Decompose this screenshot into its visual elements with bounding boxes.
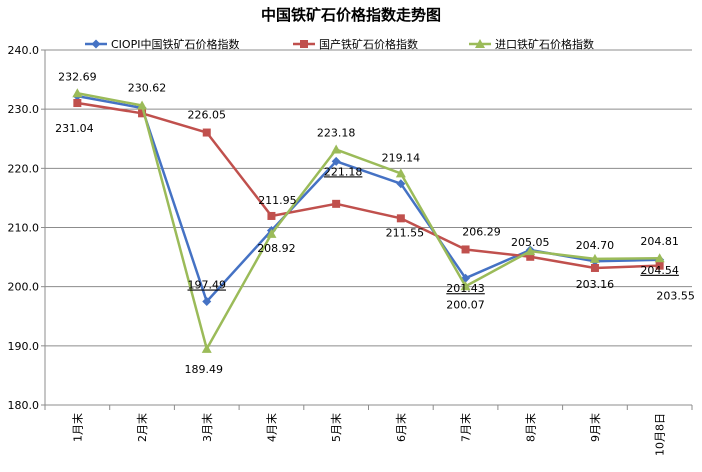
legend-label: CIOPI中国铁矿石价格指数	[111, 37, 239, 51]
legend-marker	[91, 39, 101, 49]
data-point	[395, 168, 406, 178]
data-point	[267, 211, 276, 220]
data-label: 204.54	[640, 264, 679, 277]
data-label: 203.16	[576, 278, 615, 291]
data-point	[72, 88, 83, 98]
data-label: 231.04	[55, 122, 94, 135]
series-line-1	[77, 101, 660, 270]
data-label: 221.18	[324, 165, 363, 178]
data-point	[589, 253, 600, 263]
legend: CIOPI中国铁矿石价格指数 国产铁矿石价格指数 进口铁矿石价格指数	[85, 37, 594, 51]
legend-label: 进口铁矿石价格指数	[495, 37, 594, 51]
x-tick-label: 5月末	[329, 413, 343, 442]
data-point	[137, 100, 148, 110]
legend-marker	[475, 39, 485, 48]
x-tick-label: 6月末	[394, 413, 408, 442]
data-label: 208.92	[257, 242, 296, 255]
data-point	[526, 252, 535, 261]
data-point	[396, 179, 406, 189]
data-point	[460, 281, 471, 291]
series-line-0	[77, 94, 660, 303]
chart-title: 中国铁矿石价格指数走势图	[261, 6, 441, 24]
data-label: 205.05	[511, 236, 550, 249]
x-tick-label: 1月末	[70, 413, 84, 442]
x-tick-label: 4月末	[264, 413, 278, 442]
y-tick-label: 180.0	[8, 399, 40, 412]
data-label: 200.07	[446, 298, 485, 311]
data-point	[461, 245, 470, 254]
series-line-2	[77, 92, 660, 351]
data-label: 223.18	[317, 127, 356, 140]
data-point	[73, 99, 82, 108]
legend-label: 国产铁矿石价格指数	[319, 37, 418, 51]
legend-marker	[300, 40, 308, 48]
x-tick-label: 7月末	[459, 413, 473, 442]
x-tick-label: 3月末	[200, 413, 214, 442]
data-point	[332, 199, 341, 208]
data-label: 204.81	[640, 235, 679, 248]
y-tick-label: 230.0	[8, 103, 40, 116]
data-label: 211.55	[386, 226, 425, 239]
data-label: 204.70	[576, 239, 615, 252]
data-point	[654, 253, 665, 263]
data-point	[266, 228, 277, 238]
data-point	[201, 343, 212, 353]
data-point	[590, 263, 599, 272]
y-tick-label: 210.0	[8, 222, 40, 235]
data-label: 226.05	[188, 109, 227, 122]
y-tick-label: 190.0	[8, 340, 40, 353]
data-point	[202, 128, 211, 137]
y-tick-label: 220.0	[8, 162, 40, 175]
data-label: 203.55	[656, 290, 695, 303]
data-label: 232.69	[58, 70, 97, 83]
data-point	[655, 261, 664, 270]
data-label: 197.49	[188, 279, 227, 292]
data-label: 219.14	[382, 151, 421, 164]
axes: 180.0 190.0 200.0 210.0 220.0 230.0 240.0 1月末 2月…	[8, 44, 693, 456]
y-tick-label: 200.0	[8, 281, 40, 294]
data-label: 189.49	[185, 363, 224, 376]
series-lines	[72, 88, 665, 353]
x-tick-label: 9月末	[588, 413, 602, 442]
data-labels: 197.49 221.18 201.43 204.54 231.04 226.05 211.…	[55, 70, 695, 376]
data-label: 230.62	[128, 81, 167, 94]
data-label: 206.29	[462, 225, 501, 238]
data-point	[525, 246, 536, 256]
data-point	[138, 109, 147, 118]
x-tick-label: 8月末	[523, 413, 537, 442]
data-label: 211.95	[258, 194, 297, 207]
x-tick-label: 10月8日	[654, 413, 667, 456]
data-label: 201.43	[446, 282, 485, 295]
x-tick-label: 2月末	[135, 413, 149, 442]
data-point	[331, 144, 342, 154]
data-point	[202, 297, 212, 307]
y-tick-label: 240.0	[8, 44, 40, 57]
data-point	[331, 156, 341, 166]
data-point	[396, 214, 405, 223]
